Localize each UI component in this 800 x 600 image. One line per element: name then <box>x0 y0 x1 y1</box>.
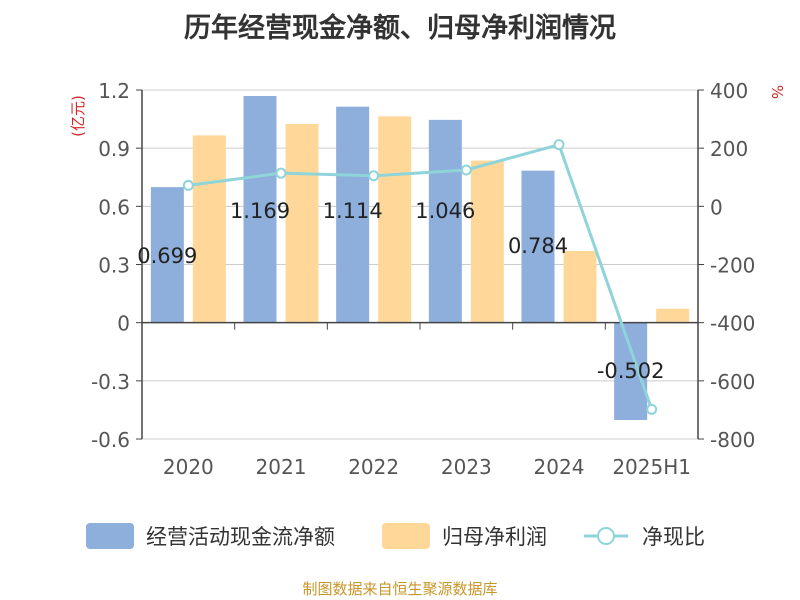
line-point-cash-ratio <box>275 167 287 179</box>
x-tick-label: 2020 <box>163 455 214 479</box>
bar-net-profit <box>192 135 226 323</box>
y-right-tick-label: 0 <box>710 195 723 219</box>
data-label-cash-flow: 0.784 <box>508 234 568 258</box>
y-left-tick-label: 0.6 <box>98 195 130 219</box>
bar-net-profit <box>470 160 504 323</box>
y-left-tick-label: 1.2 <box>98 79 130 103</box>
legend-swatch-net-profit <box>382 523 430 549</box>
legend-label-net-profit: 归母净利润 <box>442 525 547 549</box>
y-left-tick-label: -0.3 <box>91 370 130 394</box>
y-right-tick-label: 400 <box>710 79 748 103</box>
legend-label-cash-flow: 经营活动现金流净额 <box>146 525 335 549</box>
data-label-cash-flow: -0.502 <box>597 359 665 383</box>
chart-title: 历年经营现金净额、归母净利润情况 <box>184 13 616 44</box>
y-right-tick-label: -600 <box>710 370 755 394</box>
bar-net-profit <box>563 250 597 323</box>
y-left-tick-label: 0 <box>117 312 130 336</box>
y-right-tick-label: -400 <box>710 312 755 336</box>
legend-label-cash-ratio: 净现比 <box>642 525 705 549</box>
bar-net-profit <box>378 116 412 323</box>
legend-swatch-cash-flow <box>86 523 134 549</box>
x-tick-label: 2025H1 <box>612 455 691 479</box>
bar-cash-flow <box>521 170 555 323</box>
data-label-cash-flow: 1.114 <box>323 199 383 223</box>
y-left-tick-label: 0.3 <box>98 254 130 278</box>
line-point-cash-ratio <box>460 164 472 176</box>
x-tick-label: 2023 <box>441 455 492 479</box>
x-tick-label: 2024 <box>534 455 585 479</box>
source-note: 制图数据来自恒生聚源数据库 <box>302 580 498 598</box>
y-right-tick-label: -800 <box>710 428 755 452</box>
bar-cash-flow <box>243 96 277 323</box>
x-tick-label: 2022 <box>348 455 399 479</box>
line-point-cash-ratio <box>553 139 565 151</box>
line-point-cash-ratio <box>368 170 380 182</box>
data-label-cash-flow: 0.699 <box>137 244 197 268</box>
y-right-tick-label: 200 <box>710 137 748 161</box>
line-cash-ratio <box>188 142 654 410</box>
bar-cash-flow <box>336 106 370 323</box>
bar-net-profit <box>656 308 690 323</box>
x-tick-label: 2021 <box>256 455 307 479</box>
bar-net-profit <box>285 123 319 323</box>
y-left-tick-label: 0.9 <box>98 137 130 161</box>
y-left-tick-label: -0.6 <box>91 428 130 452</box>
legend-marker-cash-ratio <box>597 527 615 545</box>
y-right-tick-label: -200 <box>710 254 755 278</box>
y-left-unit-label: (亿元) <box>69 95 87 137</box>
line-point-cash-ratio <box>646 403 658 415</box>
data-label-cash-flow: 1.169 <box>230 199 290 223</box>
bar-cash-flow <box>150 187 184 323</box>
bar-cash-flow <box>428 119 462 323</box>
line-point-cash-ratio <box>182 179 194 191</box>
data-label-cash-flow: 1.046 <box>415 199 475 223</box>
y-right-unit-label: % <box>768 85 786 99</box>
bar-cash-flow <box>614 322 648 420</box>
